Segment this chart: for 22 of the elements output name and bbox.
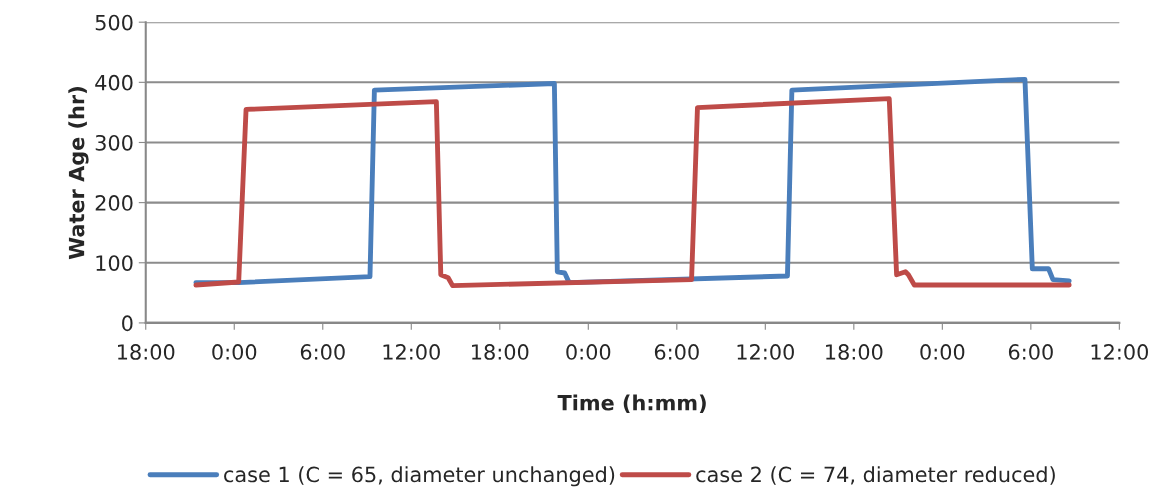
x-tick-label: 18:00 (118, 344, 175, 360)
x-tick-label: 0:00 (212, 344, 257, 360)
y-tick-label: 300 (95, 134, 133, 151)
y-tick-label: 0 (122, 315, 133, 332)
x-tick-label: 18:00 (826, 344, 883, 360)
x-tick-label: 0:00 (566, 344, 611, 360)
x-tick-label: 12:00 (1091, 344, 1148, 360)
y-tick-label: 400 (95, 74, 133, 91)
x-axis-title: Time (h:mm) (557, 394, 706, 414)
x-tick-label: 0:00 (920, 344, 965, 360)
y-tick-label: 100 (96, 255, 133, 271)
y-tick-label: 500 (95, 14, 133, 31)
y-tick-label: 200 (95, 195, 133, 211)
y-axis-title: Water Age (hr) (68, 87, 89, 260)
x-tick-label: 6:00 (1008, 344, 1053, 360)
x-tick-label: 12:00 (737, 344, 794, 360)
x-tick-label: 18:00 (472, 344, 529, 360)
x-tick-label: 6:00 (654, 344, 699, 360)
x-tick-label: 12:00 (383, 344, 440, 360)
legend-label: case 2 (C = 74, diameter reduced) (696, 466, 1055, 485)
legend-label: case 1 (C = 65, diameter unchanged) (224, 466, 615, 487)
x-tick-label: 6:00 (300, 344, 345, 360)
